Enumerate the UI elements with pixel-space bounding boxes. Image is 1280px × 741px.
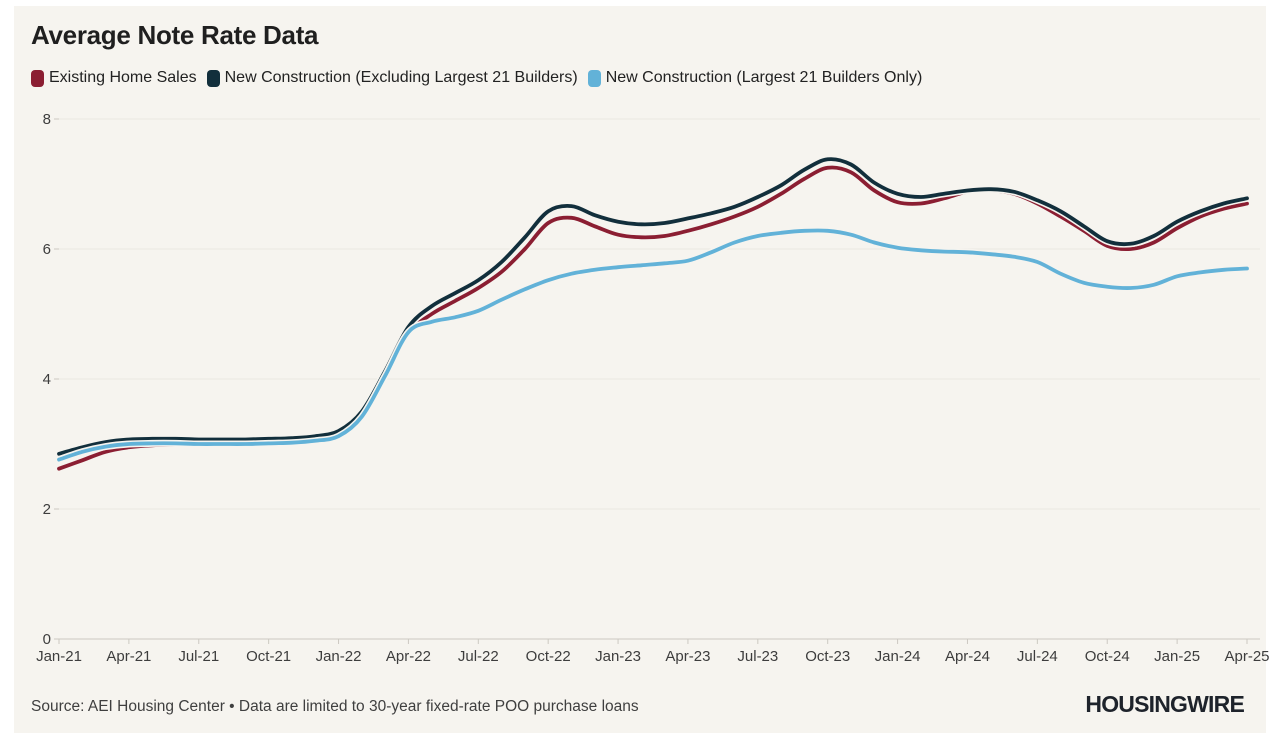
legend-item-existing-home-sales: Existing Home Sales xyxy=(31,69,197,87)
legend-item-new-construction-excluding: New Construction (Excluding Largest 21 B… xyxy=(206,69,578,87)
legend-item-new-construction-largest: New Construction (Largest 21 Builders On… xyxy=(587,69,923,87)
svg-text:Oct-23: Oct-23 xyxy=(805,648,850,665)
svg-text:8: 8 xyxy=(43,111,51,128)
svg-text:Apr-23: Apr-23 xyxy=(665,648,710,665)
svg-text:Oct-24: Oct-24 xyxy=(1085,648,1130,665)
legend-swatch-new-construction-excluding xyxy=(206,69,220,87)
svg-text:Apr-25: Apr-25 xyxy=(1224,648,1269,665)
line-chart: 0 2 4 6 8 Jan-21 Apr-21 Jul-21 Oct-21 Jan-22 Apr-2… xyxy=(36,111,1269,665)
svg-text:Jul-23: Jul-23 xyxy=(737,648,778,665)
svg-text:Jul-24: Jul-24 xyxy=(1017,648,1058,665)
svg-text:4: 4 xyxy=(43,371,51,388)
svg-text:Oct-21: Oct-21 xyxy=(246,648,291,665)
legend-swatch-existing-home-sales xyxy=(31,69,44,87)
page-title: Average Note Rate Data xyxy=(31,20,319,50)
svg-text:Jan-21: Jan-21 xyxy=(36,648,82,665)
svg-text:Jul-22: Jul-22 xyxy=(458,648,499,665)
legend-label: New Construction (Excluding Largest 21 B… xyxy=(224,69,578,86)
svg-text:0: 0 xyxy=(43,631,51,648)
legend-swatch-new-construction-largest xyxy=(587,69,601,87)
svg-text:Apr-21: Apr-21 xyxy=(106,648,151,665)
svg-text:Apr-22: Apr-22 xyxy=(386,648,431,665)
chart-card: Average Note Rate Data Existing Home Sal… xyxy=(14,6,1270,733)
legend: Existing Home Sales New Construction (Ex… xyxy=(31,69,922,87)
housingwire-logo: HOUSINGWIRE xyxy=(1085,691,1244,717)
source-note: Source: AEI Housing Center • Data are li… xyxy=(31,698,639,715)
legend-label: New Construction (Largest 21 Builders On… xyxy=(605,69,923,86)
svg-text:2: 2 xyxy=(43,501,51,518)
svg-text:Apr-24: Apr-24 xyxy=(945,648,990,665)
svg-text:Jan-23: Jan-23 xyxy=(595,648,641,665)
svg-text:Jul-21: Jul-21 xyxy=(178,648,219,665)
svg-text:Jan-24: Jan-24 xyxy=(875,648,921,665)
svg-text:6: 6 xyxy=(43,241,51,258)
svg-text:Jan-22: Jan-22 xyxy=(316,648,362,665)
legend-label: Existing Home Sales xyxy=(49,69,197,86)
svg-text:Jan-25: Jan-25 xyxy=(1154,648,1200,665)
svg-text:Oct-22: Oct-22 xyxy=(526,648,571,665)
